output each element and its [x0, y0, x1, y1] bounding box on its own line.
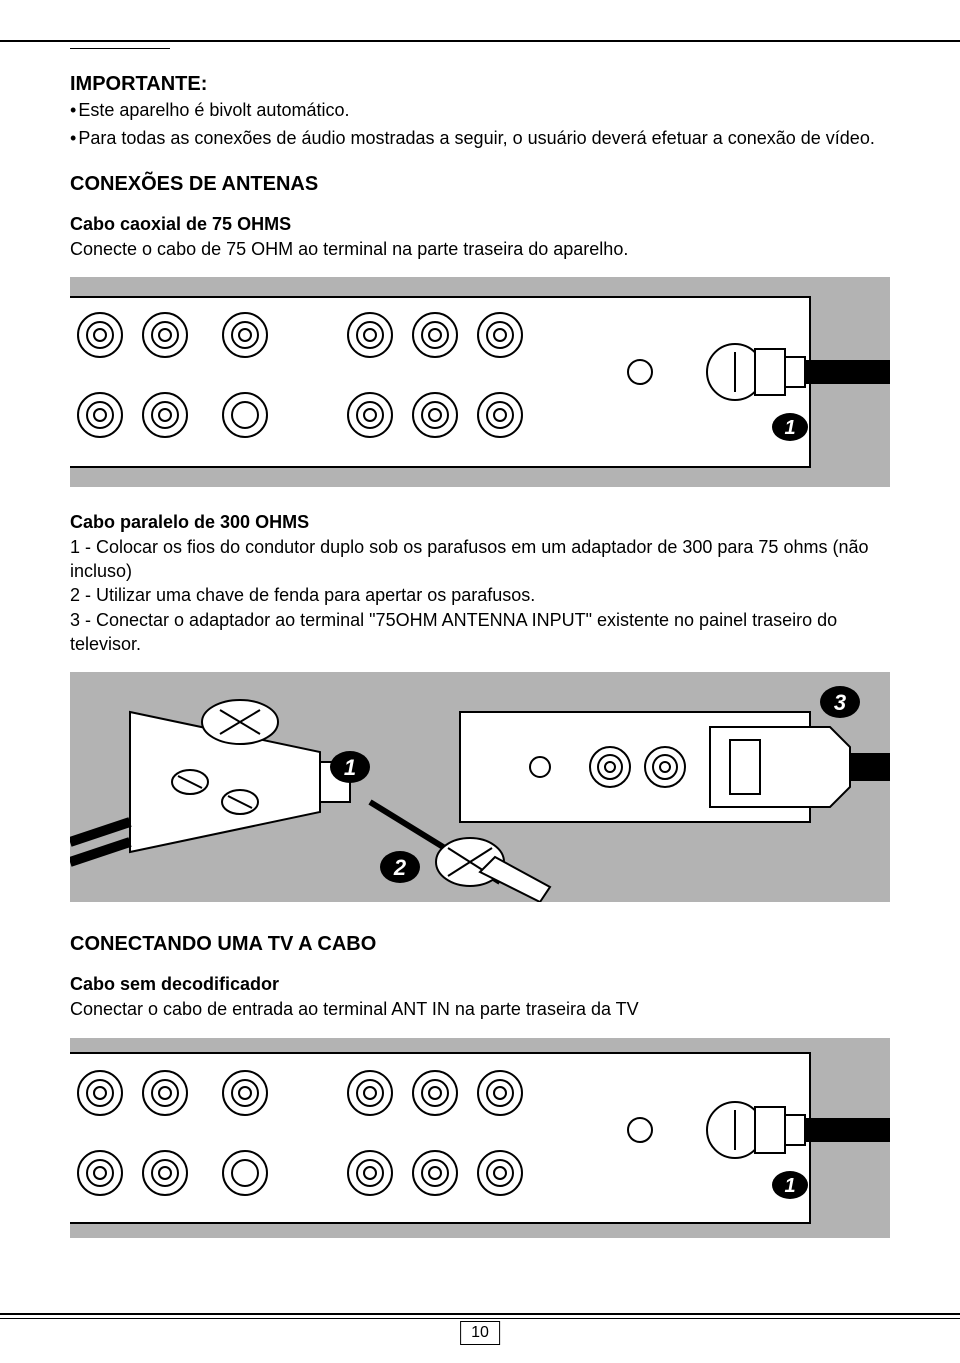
tvcabo-title: CONECTANDO UMA TV A CABO	[70, 933, 890, 956]
paralelo-l3: 3 - Conectar o adaptador ao terminal "75…	[70, 608, 890, 657]
diagram-adapter: 3 1 2	[70, 672, 890, 907]
paralelo-l2: 2 - Utilizar uma chave de fenda para ape…	[70, 583, 890, 607]
badge-2: 2	[393, 855, 407, 880]
important-bullet-1: Este aparelho é bivolt automático.	[70, 98, 890, 122]
page-number: 10	[460, 1321, 500, 1345]
badge-1b: 1	[344, 755, 356, 780]
coax-text: Conecte o cabo de 75 OHM ao terminal na …	[70, 237, 890, 261]
important-title: IMPORTANTE:	[70, 73, 890, 96]
section-conexoes-title: CONEXÕES DE ANTENAS	[70, 173, 890, 196]
tvcabo-text: Conectar o cabo de entrada ao terminal A…	[70, 997, 890, 1021]
diagram-coax-panel: 1	[70, 277, 890, 492]
tvcabo-sub: Cabo sem decodificador	[70, 974, 890, 995]
paralelo-title: Cabo paralelo de 300 OHMS	[70, 512, 890, 533]
important-bullet-2: Para todas as conexões de áudio mostrada…	[70, 126, 890, 150]
paralelo-l1: 1 - Colocar os fios do condutor duplo so…	[70, 535, 890, 584]
badge-1: 1	[784, 417, 795, 439]
badge-1c: 1	[784, 1175, 795, 1197]
badge-3: 3	[834, 690, 846, 715]
coax-title: Cabo caoxial de 75 OHMS	[70, 214, 890, 235]
diagram-tvcabo-panel: 1	[70, 1038, 890, 1243]
